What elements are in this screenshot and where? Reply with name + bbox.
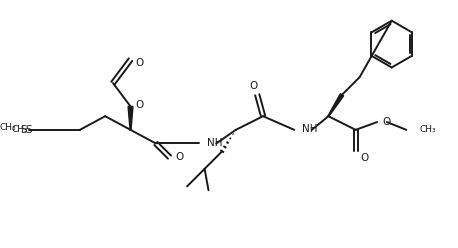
Text: NH: NH bbox=[207, 138, 222, 148]
Text: CH₃: CH₃ bbox=[420, 125, 436, 134]
Text: O: O bbox=[360, 153, 369, 163]
Text: O: O bbox=[136, 100, 144, 110]
Text: O: O bbox=[175, 152, 184, 162]
Text: NH: NH bbox=[302, 124, 317, 134]
Text: S: S bbox=[20, 125, 27, 135]
Text: CH₃: CH₃ bbox=[11, 125, 28, 134]
Text: O: O bbox=[136, 58, 144, 68]
Text: O: O bbox=[249, 81, 257, 91]
Text: CH₃: CH₃ bbox=[0, 124, 16, 132]
Polygon shape bbox=[128, 106, 133, 130]
Polygon shape bbox=[328, 94, 344, 117]
Text: S: S bbox=[26, 125, 33, 135]
Text: O: O bbox=[382, 117, 390, 127]
